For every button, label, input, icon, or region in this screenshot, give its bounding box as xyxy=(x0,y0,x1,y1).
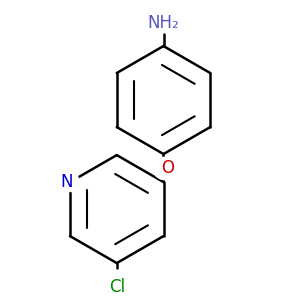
Text: Cl: Cl xyxy=(109,278,125,296)
Text: NH₂: NH₂ xyxy=(148,14,179,32)
Text: O: O xyxy=(161,159,174,177)
Text: N: N xyxy=(61,173,73,191)
